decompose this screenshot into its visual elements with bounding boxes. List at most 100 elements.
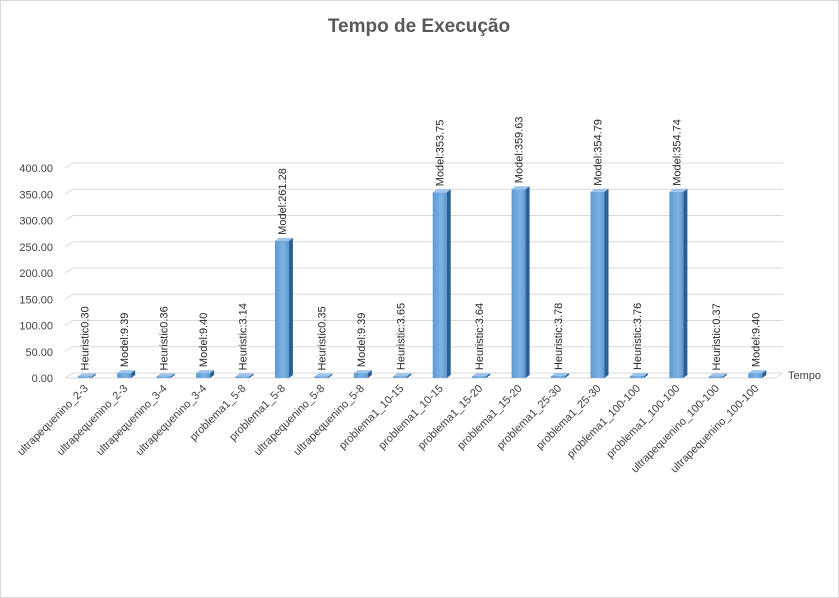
floor-edge [65,372,784,379]
bar-front [314,376,329,378]
bar-side [407,373,412,378]
bar-front [472,376,487,378]
data-label: Heuristic:3.65 [395,303,407,370]
y-tick-label: 50.00 [25,347,53,359]
bar-side [762,370,767,378]
bar-side [446,189,451,378]
data-label: Heuristic:0.37 [711,303,723,370]
bar-front [393,376,408,378]
bar-front [117,373,132,378]
bar-top [117,370,136,374]
data-labels: Heuristic0.30 Model:9.39 Heuristic0.36 Mode… [80,117,763,371]
bar-top [551,373,570,377]
bar-front [629,376,644,378]
gridline [64,372,783,379]
y-tick-label: 150.00 [19,294,53,306]
bar-front [590,191,605,378]
data-label: Model:353.75 [435,120,447,187]
bar-side [91,373,96,378]
bar-top [629,373,648,377]
x-tick-label: ultrapequenino_3-4 [94,383,170,459]
bar-front [156,376,171,378]
gridline [64,267,783,274]
data-label: Model:354.74 [671,119,683,186]
bar [77,373,96,378]
bar-side [249,373,254,378]
bar-side [486,373,491,378]
gridline [64,293,783,300]
bar-top [472,373,491,377]
bar-front [235,376,250,378]
data-label: Model:9.39 [356,313,368,367]
x-tick-label: ultrapequenino_2-3 [55,383,131,459]
y-tick-label: 100.00 [19,321,53,333]
bars [77,186,767,378]
data-label: Heuristic0.30 [80,306,92,370]
data-label: Heuristic:3.76 [632,303,644,370]
bar [432,189,451,378]
gridline [64,162,783,169]
bar-side [367,370,372,378]
legend-entry-tempo: Tempo [788,370,821,382]
data-label: Model:9.40 [750,313,762,367]
bar-side [683,188,688,378]
bar-side [604,188,609,378]
bar [196,370,215,378]
bar-front [748,373,763,378]
x-axis-categories: ultrapequenino_2-3ultrapequenino_2-3ultr… [15,383,761,476]
bar-side [525,186,530,378]
bar [353,370,372,378]
x-tick-label: problema1_100-100 [565,383,643,461]
data-label: Heuristic0.35 [316,306,328,370]
bar-side [288,237,293,378]
data-label: Model:9.40 [198,313,210,367]
bar-front [551,376,566,378]
bar [156,373,175,378]
bar-top [511,186,530,190]
bar-front [708,376,723,378]
bar-top [708,373,727,377]
bar-front [669,191,684,378]
bar [472,373,491,378]
bar-side [643,373,648,378]
y-axis-ticks: 0.00 50.00 100.00 150.00 200.00 250.00 300.00 3… [19,163,53,385]
bar-front [353,373,368,378]
bar-top [353,370,372,374]
bar-top [274,237,293,241]
bar [274,237,293,378]
gridline [64,346,783,353]
y-tick-label: 200.00 [19,268,53,280]
x-tick-label: ultrapequenino_2-3 [15,383,91,459]
gridline [64,241,783,248]
bar [393,373,412,378]
gridline [64,215,783,221]
bar-top [196,370,215,374]
bar-front [196,373,211,378]
bar-top [77,373,96,377]
bar-side [565,373,570,378]
bar-top [432,189,451,193]
data-label: Heuristic:3.64 [474,303,486,370]
gridlines [64,162,784,379]
data-label: Heuristic:3.78 [553,303,565,370]
bar [551,373,570,378]
bar [235,373,254,378]
bar-side [210,370,215,378]
y-tick-label: 300.00 [19,216,53,228]
gridline [64,320,783,326]
data-label: Heuristic:3.14 [238,303,250,370]
bar-side [131,370,136,378]
x-tick-label: ultrapequenino_5-8 [252,383,328,459]
gridline [64,188,783,195]
y-tick-label: 0.00 [32,373,53,385]
x-tick-label: ultrapequenino_5-8 [291,383,367,459]
bar [511,186,530,378]
bar-top [748,370,767,374]
bar [669,188,688,378]
bar [117,370,136,378]
bar-front [511,189,526,378]
bar-top [314,373,333,377]
bar-side [328,373,333,378]
bar-top [235,373,254,377]
